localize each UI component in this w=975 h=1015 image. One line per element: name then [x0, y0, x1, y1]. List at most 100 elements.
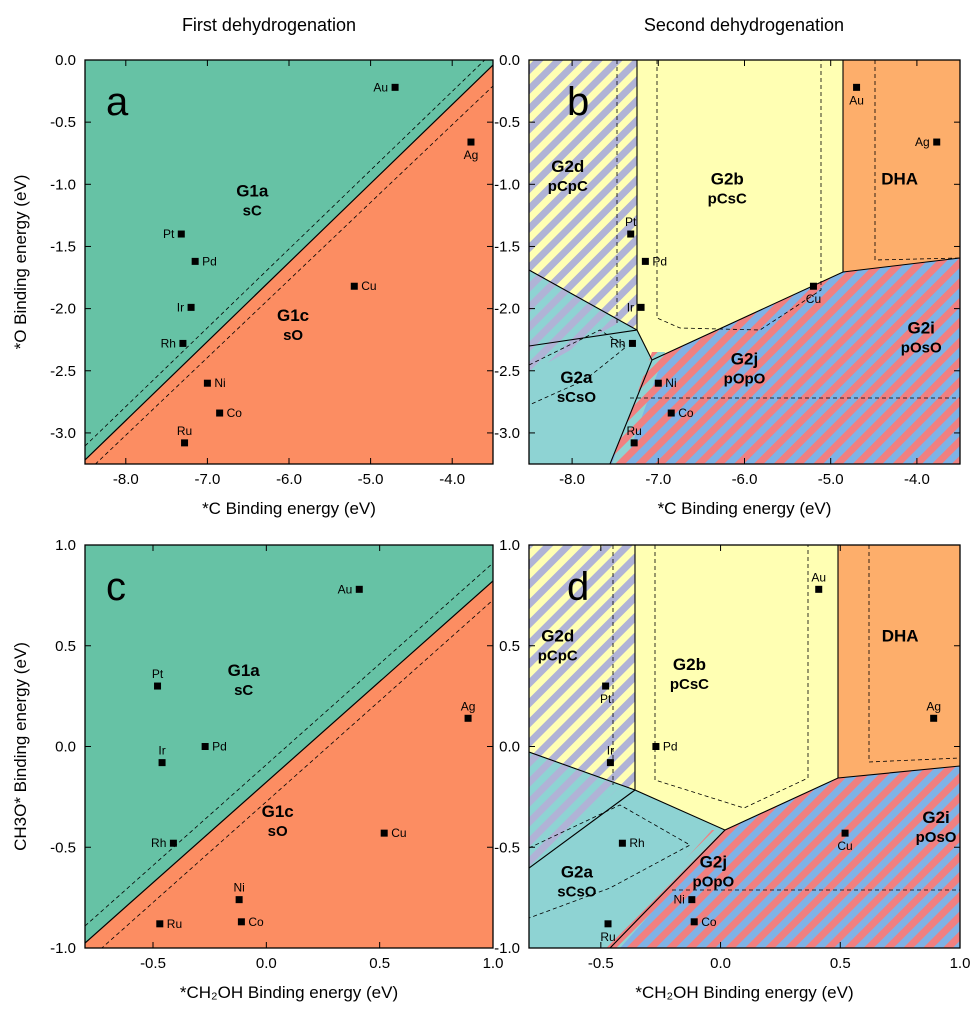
panel-c-regions: [85, 545, 493, 948]
panel-a-xtick-label: -6.0: [276, 471, 302, 488]
panel-d-marker-label: Ni: [673, 893, 684, 907]
panel-a-marker-au: [391, 83, 399, 91]
region-g2d-area: [529, 60, 637, 330]
panel-d-xtick-label: 0.0: [710, 955, 731, 972]
panel-c-marker-label: Cu: [391, 826, 406, 840]
dashed-subregion: [656, 60, 822, 331]
panel-c-ytick-label: 1.0: [55, 537, 76, 554]
panel-a-marker-co: [216, 409, 224, 417]
panel-d-marker-label: Au: [811, 570, 826, 584]
dashed-subregion: [868, 545, 960, 763]
boundary-dashed-lower: [101, 599, 493, 948]
panel-d-marker-label: Ir: [607, 744, 614, 758]
panel-c-marker-pt: [154, 682, 162, 690]
panel-a-ytick-label: 0.0: [55, 52, 76, 69]
panel-a-xlabel: *C Binding energy (eV): [202, 499, 376, 518]
panel-a-xtick-label: -8.0: [113, 471, 139, 488]
panel-c-marker-label: Ag: [461, 699, 476, 713]
panel-b-marker-ag: [933, 138, 941, 146]
panel-c-region-name: G1c: [262, 802, 294, 821]
panel-b-region-sub: pCpC: [548, 178, 588, 195]
panel-a-marker-ag: [467, 138, 475, 146]
panel-d-marker-label: Co: [701, 915, 717, 929]
panel-c-region-sub: sO: [268, 823, 288, 840]
panel-a-marker-label: Au: [373, 80, 388, 94]
panel-a-ytick-label: -1.5: [50, 238, 76, 255]
panel-d-marker-label: Ru: [600, 930, 615, 944]
panel-d-marker-label: Ag: [926, 699, 941, 713]
panel-c-marker-cu: [380, 829, 388, 837]
panel-d-marker-ru: [604, 920, 612, 928]
panel-d-region-sub: pOsO: [916, 829, 957, 846]
panel-d-marker-label: Pt: [600, 692, 612, 706]
panel-c-region-sub: sC: [234, 682, 253, 699]
panel-d-marker-rh: [618, 839, 626, 847]
panel-c-marker-label: Ir: [158, 744, 165, 758]
panel-b-ytick-label: -2.0: [494, 301, 520, 318]
panel-c-marker-ru: [156, 920, 164, 928]
panel-a-marker-pt: [177, 230, 185, 238]
panel-b-ytick-label: -1.0: [494, 176, 520, 193]
panel-a-marker-cu: [350, 282, 358, 290]
panel-b-ytick-label: -1.5: [494, 238, 520, 255]
region-boundaries: [529, 751, 726, 948]
region-g2a-hatched: [529, 752, 620, 870]
panel-b-xtick-label: -6.0: [732, 471, 758, 488]
panel-d-marker-pt: [602, 682, 610, 690]
panel-d-ytick-label: -1.0: [494, 940, 520, 957]
panel-c-marker-co: [237, 918, 245, 926]
panel-b-marker-label: Ni: [665, 376, 676, 390]
region-g1a-area: [85, 60, 493, 460]
panel-d-marker-pd: [652, 743, 660, 750]
panel-d-region-sub: pCsC: [670, 676, 709, 693]
panel-c-region-name: G1a: [228, 661, 261, 680]
panel-d-xlabel: *CH₂OH Binding energy (eV): [635, 983, 853, 1002]
region-dha-area: [843, 60, 960, 272]
panel-a-marker-label: Cu: [361, 279, 376, 293]
panel-a-marker-label: Ru: [177, 424, 192, 438]
panel-a-marker-rh: [179, 339, 187, 347]
panel-d-regions: [529, 545, 960, 948]
panel-b-region-name: DHA: [881, 169, 918, 188]
panel-a-ytick-label: -0.5: [50, 114, 76, 131]
panel-c-marker-label: Ni: [233, 881, 244, 895]
panel-d-xtick-label: 0.5: [830, 955, 851, 972]
panel-c-marker-label: Pt: [152, 667, 164, 681]
panel-a-ytick-label: -1.0: [50, 176, 76, 193]
column-title-first: First dehydrogenation: [182, 15, 356, 35]
panel-c-xtick-label: 1.0: [483, 955, 504, 972]
boundary-dashed-upper: [85, 60, 486, 447]
panel-d-xtick-label: -0.5: [588, 955, 614, 972]
panel-a-ytick-label: -2.0: [50, 301, 76, 318]
panel-b-regions: [529, 60, 960, 464]
panel-b-marker-rh: [628, 339, 636, 347]
panel-b-ytick-label: -2.5: [494, 363, 520, 380]
panel-d-region-sub: pCpC: [538, 648, 578, 665]
panel-a-marker-ir: [187, 303, 195, 311]
panel-b-marker-label: Pd: [652, 254, 667, 268]
panel-d-region-name: G2d: [541, 627, 574, 646]
panel-c-xtick-label: 0.0: [256, 955, 277, 972]
region-boundaries: [529, 269, 653, 464]
region-boundaries: [529, 329, 638, 347]
panel-c-ylabel: CH3O* Binding energy (eV): [11, 642, 30, 851]
boundary-line: [85, 64, 493, 461]
panel-d-xtick-label: 1.0: [950, 955, 971, 972]
region-g2i-area: [610, 258, 960, 464]
panel-c-ytick-label: 0.5: [55, 638, 76, 655]
panel-d-region-name: G2a: [561, 862, 594, 881]
panel-b-marker-label: Pt: [625, 215, 637, 229]
panel-b-region-name: G2a: [560, 368, 593, 387]
panel-d-region-name: G2i: [922, 808, 949, 827]
region-g2d-area: [529, 545, 635, 790]
region-g2i-area: [610, 766, 960, 948]
panel-c-marker-rh: [169, 839, 177, 847]
panel-b-region-sub: sCsO: [557, 389, 597, 406]
panel-c-xlabel: *CH₂OH Binding energy (eV): [180, 983, 398, 1002]
panel-b-xtick-label: -7.0: [645, 471, 671, 488]
panel-d-ytick-label: 0.0: [499, 739, 520, 756]
panel-b-xlabel: *C Binding energy (eV): [658, 499, 832, 518]
panel-a-xtick-label: -5.0: [358, 471, 384, 488]
panel-a-marker-label: Pt: [163, 227, 175, 241]
